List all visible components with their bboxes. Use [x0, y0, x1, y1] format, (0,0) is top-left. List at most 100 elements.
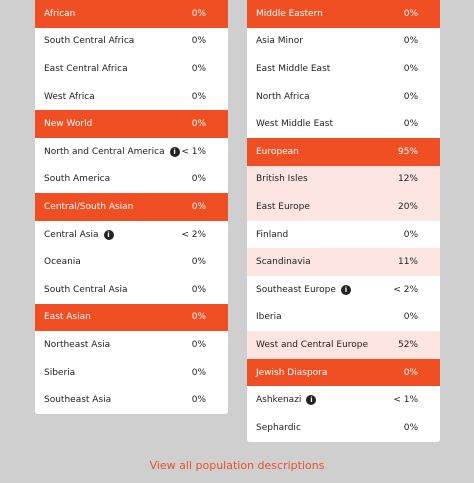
- population-name: East Middle East: [256, 63, 331, 74]
- population-card: Middle Eastern 0% Asia Minor 0% East Middle …: [247, 0, 440, 442]
- info-icon[interactable]: i: [306, 395, 317, 406]
- population-name-cell: South Central Africa: [44, 36, 192, 46]
- group-header: East Asian 0%: [35, 303, 228, 332]
- population-name-cell: West Africa: [44, 92, 192, 102]
- population-row: East Europe 20%: [247, 193, 440, 221]
- population-row: South America 0%: [35, 166, 228, 194]
- view-all-link[interactable]: View all population descriptions: [149, 459, 325, 472]
- group-header: Central/South Asian 0%: [35, 193, 228, 221]
- population-value: 0%: [191, 284, 206, 295]
- population-row: West Middle East 0%: [247, 110, 440, 138]
- population-row: North and Central America i < 1%: [35, 138, 228, 166]
- population-value: 0%: [403, 422, 418, 433]
- population-row: Northeast Asia 0%: [35, 331, 228, 359]
- group-value: 0%: [403, 367, 418, 378]
- population-row: North Africa 0%: [247, 83, 440, 111]
- population-name: Iberia: [256, 312, 282, 323]
- info-icon[interactable]: i: [340, 284, 351, 295]
- population-value: 0%: [191, 339, 206, 350]
- group-name: Jewish Diaspora: [256, 367, 328, 378]
- population-row: Finland 0%: [247, 221, 440, 249]
- population-name-cell: East Central Africa: [44, 64, 192, 74]
- population-name-cell: West and Central Europe: [256, 340, 398, 350]
- info-icon[interactable]: i: [169, 146, 180, 157]
- population-row: Oceania 0%: [35, 248, 228, 276]
- population-name: East Central Africa: [44, 63, 128, 74]
- population-row: East Central Africa 0%: [35, 55, 228, 83]
- population-name-cell: East Middle East: [256, 64, 404, 74]
- population-name: Southeast Europe: [256, 284, 336, 295]
- group-header: Middle Eastern 0%: [247, 0, 440, 28]
- population-row: Southeast Europe i < 2%: [247, 276, 440, 304]
- group-value: 0%: [191, 8, 206, 19]
- population-value: 52%: [397, 339, 418, 350]
- population-name: North and Central America: [44, 146, 165, 157]
- population-value: 0%: [191, 36, 206, 47]
- population-name-cell: North and Central America i: [44, 146, 181, 157]
- population-name-cell: Siberia: [44, 368, 192, 378]
- population-name-cell: South Central Asia: [44, 285, 192, 295]
- group-name: Middle Eastern: [256, 8, 323, 19]
- population-name-cell: Central Asia i: [44, 229, 181, 240]
- population-value: < 1%: [393, 395, 418, 406]
- population-row: Asia Minor 0%: [247, 28, 440, 56]
- population-row: South Central Asia 0%: [35, 276, 228, 304]
- group-value: 0%: [403, 8, 418, 19]
- population-name-cell: Ashkenazi i: [256, 395, 393, 406]
- population-row: British Isles 12%: [247, 165, 440, 194]
- population-name: Ashkenazi: [256, 395, 302, 406]
- population-name: Siberia: [44, 367, 76, 378]
- population-card: African 0% South Central Africa 0% East Cent…: [35, 0, 228, 414]
- info-icon[interactable]: i: [103, 229, 114, 240]
- population-row: East Middle East 0%: [247, 55, 440, 83]
- population-row: Ashkenazi i < 1%: [247, 386, 440, 414]
- population-name: South America: [44, 174, 111, 185]
- group-name: New World: [44, 119, 93, 130]
- population-name: West Africa: [44, 91, 95, 102]
- population-name: South Central Africa: [44, 36, 135, 47]
- population-name: West and Central Europe: [256, 339, 369, 350]
- population-value: 0%: [191, 63, 206, 74]
- population-value: 11%: [397, 257, 418, 268]
- population-value: 0%: [191, 257, 206, 268]
- population-value: 0%: [403, 119, 418, 130]
- population-name: Scandinavia: [256, 257, 311, 268]
- population-name: Central Asia: [44, 229, 99, 240]
- population-name-cell: Scandinavia: [256, 257, 398, 267]
- population-name-cell: Sephardic: [256, 423, 404, 433]
- population-value: 0%: [403, 312, 418, 323]
- group-name: Central/South Asian: [44, 201, 134, 212]
- population-row: South Central Africa 0%: [35, 28, 228, 56]
- population-value: 0%: [403, 63, 418, 74]
- population-name-cell: Southeast Asia: [44, 395, 192, 405]
- population-name-cell: Finland: [256, 230, 404, 240]
- population-name: British Isles: [256, 174, 308, 185]
- population-value: 0%: [403, 91, 418, 102]
- group-value: 0%: [191, 312, 206, 323]
- population-value: 0%: [191, 91, 206, 102]
- population-name-cell: South America: [44, 174, 192, 184]
- population-value: 0%: [191, 174, 206, 185]
- group-name: European: [256, 146, 299, 157]
- population-name-cell: British Isles: [256, 174, 398, 184]
- population-name: Finland: [256, 229, 289, 240]
- population-name-cell: Northeast Asia: [44, 340, 192, 350]
- group-header: European 95%: [247, 137, 440, 166]
- population-name: North Africa: [256, 91, 310, 102]
- group-header: New World 0%: [35, 110, 228, 138]
- population-name-cell: Southeast Europe i: [256, 284, 393, 295]
- population-value: 0%: [191, 367, 206, 378]
- population-name-cell: West Middle East: [256, 119, 404, 129]
- population-name: Northeast Asia: [44, 339, 111, 350]
- population-value: 0%: [403, 36, 418, 47]
- population-value: 0%: [191, 395, 206, 406]
- population-row: Iberia 0%: [247, 304, 440, 332]
- population-row: Central Asia i < 2%: [35, 221, 228, 249]
- population-name-cell: Asia Minor: [256, 36, 404, 46]
- group-name: African: [44, 8, 76, 19]
- population-name-cell: Iberia: [256, 312, 404, 322]
- group-name: East Asian: [44, 312, 91, 323]
- population-row: West Africa 0%: [35, 83, 228, 111]
- population-value: < 2%: [393, 284, 418, 295]
